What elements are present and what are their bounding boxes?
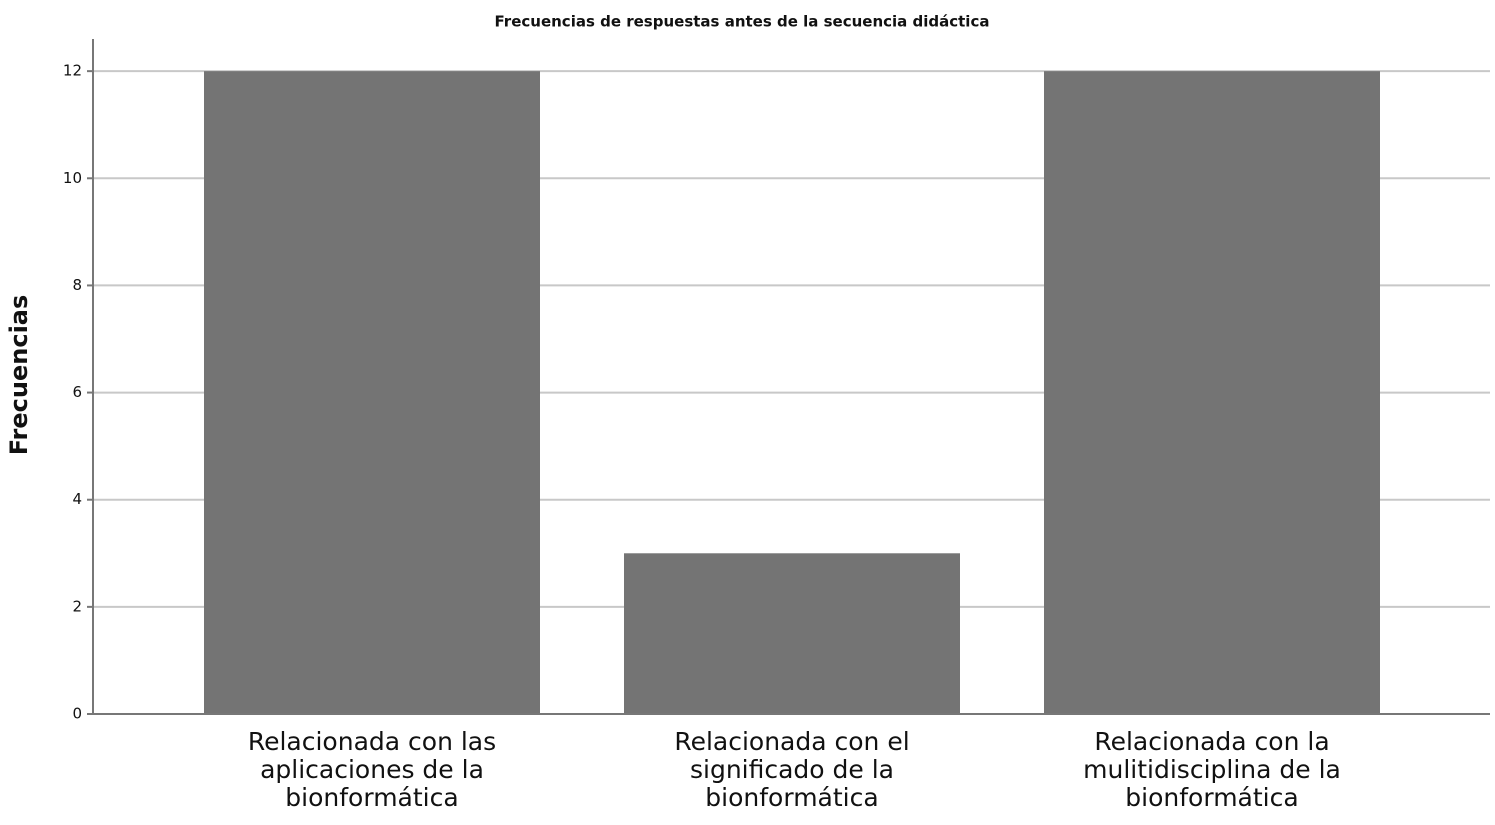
bar — [624, 553, 960, 714]
bar — [1044, 71, 1380, 714]
x-tick-label: bionformática — [705, 783, 878, 812]
bar — [204, 71, 540, 714]
y-tick-label: 12 — [63, 62, 82, 80]
x-tick-label: mulitidisciplina de la — [1083, 755, 1341, 784]
x-tick-label: aplicaciones de la — [260, 755, 484, 784]
y-tick-label: 2 — [72, 597, 82, 615]
x-tick-label: Relacionada con el — [674, 727, 909, 756]
x-tick-label: Relacionada con la — [1094, 727, 1329, 756]
y-axis-label: Frecuencias — [5, 295, 33, 456]
y-tick-label: 8 — [72, 276, 82, 294]
chart-title: Frecuencias de respuestas antes de la se… — [495, 13, 990, 31]
y-tick-label: 10 — [63, 169, 82, 187]
x-tick-label: bionformática — [1125, 783, 1298, 812]
x-tick-label: significado de la — [690, 755, 894, 784]
x-tick-label: bionformática — [285, 783, 458, 812]
y-tick-label: 4 — [72, 490, 82, 508]
y-tick-label: 0 — [72, 705, 82, 723]
x-tick-label: Relacionada con las — [248, 727, 496, 756]
y-tick-label: 6 — [72, 383, 82, 401]
